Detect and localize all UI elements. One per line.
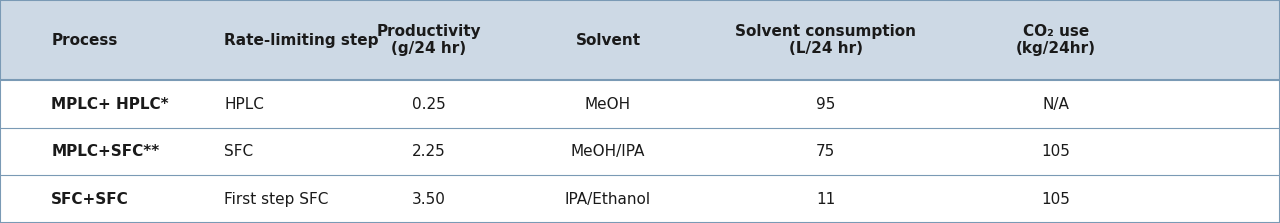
Text: N/A: N/A (1043, 97, 1069, 112)
Text: 105: 105 (1042, 192, 1070, 207)
Text: MPLC+SFC**: MPLC+SFC** (51, 144, 160, 159)
Text: 105: 105 (1042, 144, 1070, 159)
Text: Process: Process (51, 33, 118, 48)
Text: SFC+SFC: SFC+SFC (51, 192, 129, 207)
Text: CO₂ use
(kg/24hr): CO₂ use (kg/24hr) (1016, 24, 1096, 56)
Text: SFC: SFC (224, 144, 253, 159)
Text: MPLC+ HPLC*: MPLC+ HPLC* (51, 97, 169, 112)
Text: 2.25: 2.25 (412, 144, 445, 159)
Text: Solvent consumption
(L/24 hr): Solvent consumption (L/24 hr) (735, 24, 916, 56)
Text: First step SFC: First step SFC (224, 192, 329, 207)
Text: MeOH: MeOH (585, 97, 631, 112)
Bar (0, 176, 1280, 223)
Text: 0.25: 0.25 (412, 97, 445, 112)
Text: 3.50: 3.50 (412, 192, 445, 207)
Text: Rate-limiting step: Rate-limiting step (224, 33, 379, 48)
Text: IPA/Ethanol: IPA/Ethanol (564, 192, 652, 207)
Bar (0, 0, 1280, 80)
Text: MeOH/IPA: MeOH/IPA (571, 144, 645, 159)
Bar (0, 80, 1280, 128)
Text: Solvent: Solvent (576, 33, 640, 48)
Text: HPLC: HPLC (224, 97, 264, 112)
Text: 95: 95 (815, 97, 836, 112)
Text: 11: 11 (815, 192, 836, 207)
Text: 75: 75 (815, 144, 836, 159)
Text: Productivity
(g/24 hr): Productivity (g/24 hr) (376, 24, 481, 56)
Bar (0, 128, 1280, 176)
